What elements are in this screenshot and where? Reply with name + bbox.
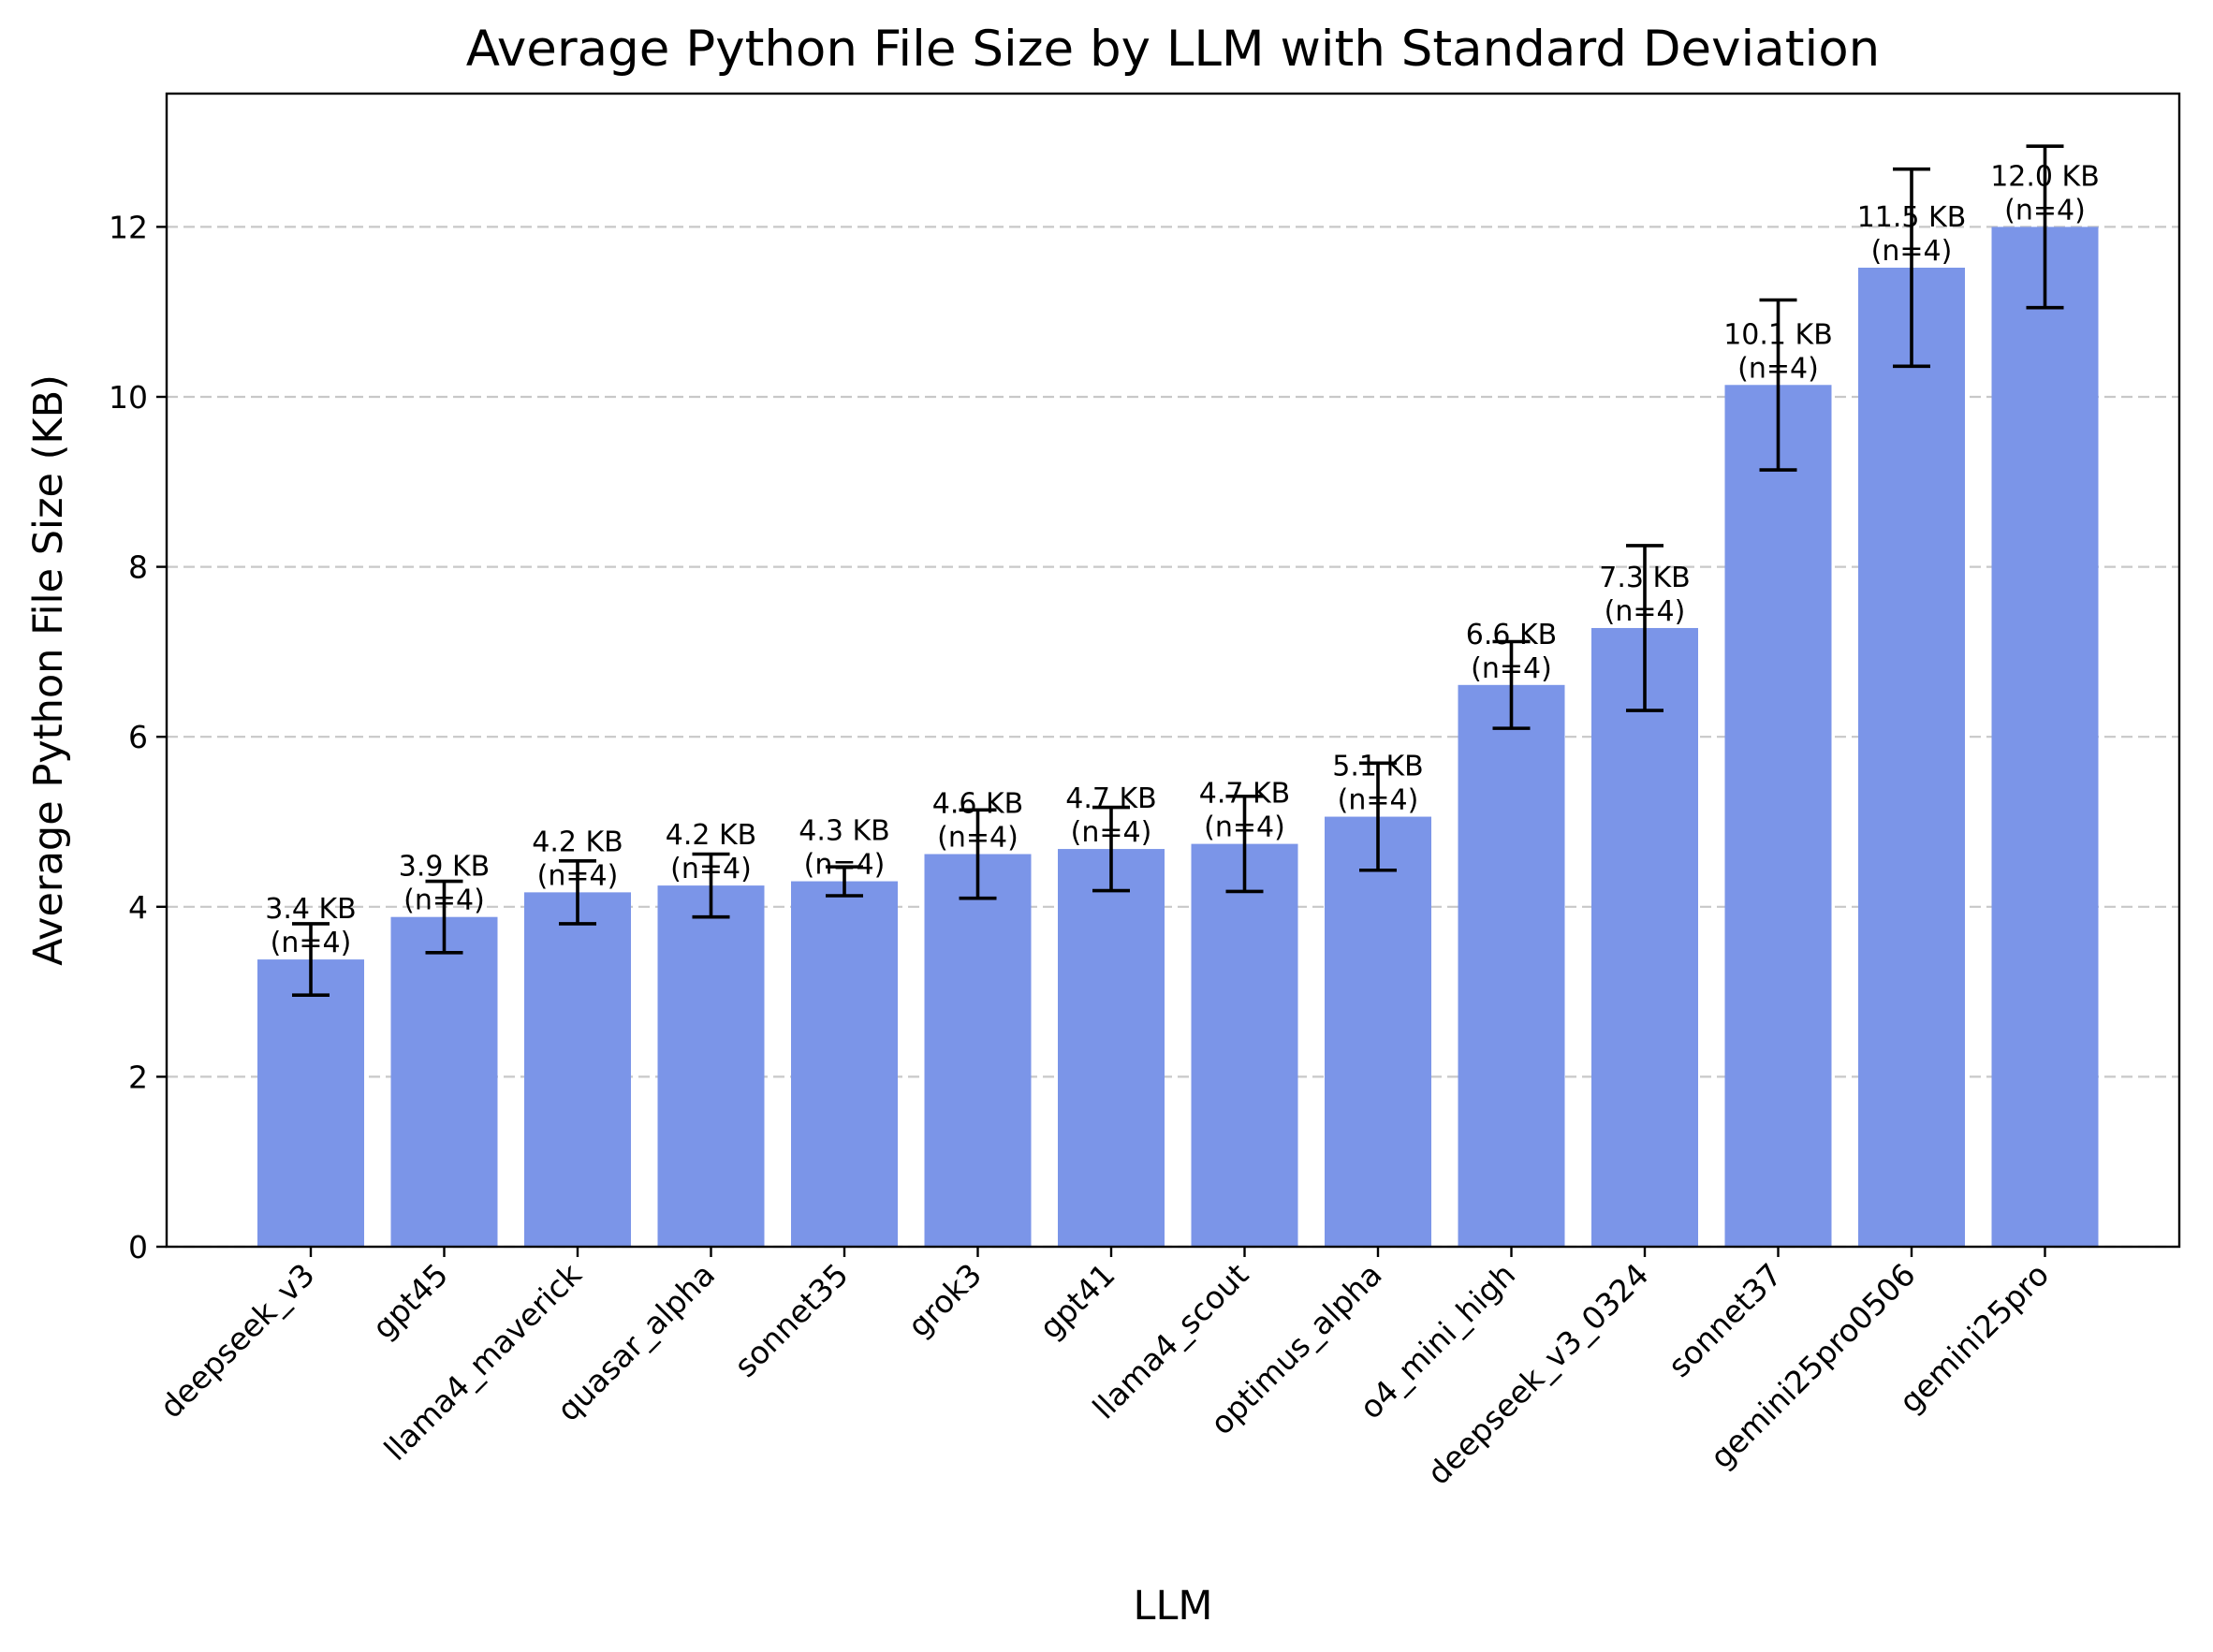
x-axis-label: LLM (1133, 1583, 1212, 1630)
bar-grok3 (924, 854, 1032, 1247)
data-label: 10.1 KB (n=4) (1723, 318, 1833, 385)
y-tick-label: 0 (128, 1229, 148, 1265)
y-tick-label: 10 (109, 379, 148, 416)
y-axis-label: Average Python File Size (KB) (25, 374, 72, 966)
data-label: 3.4 KB (n=4) (265, 893, 357, 959)
y-tick-label: 12 (109, 209, 148, 245)
y-tick-label: 6 (128, 719, 148, 755)
bar-gpt41 (1058, 849, 1165, 1247)
y-tick-label: 8 (128, 549, 148, 586)
plot-frame (165, 92, 2181, 1249)
data-label: 3.9 KB (n=4) (399, 851, 491, 917)
bar-gemini25pro0506 (1858, 267, 1965, 1247)
data-label: 5.1 KB (n=4) (1332, 751, 1424, 817)
y-tick-label: 2 (128, 1059, 148, 1095)
bar-deepseek-v3 (257, 959, 364, 1247)
data-label: 4.7 KB (n=4) (1199, 778, 1291, 844)
bars (257, 227, 2099, 1248)
data-label: 4.7 KB (n=4) (1065, 782, 1157, 849)
data-label: 12.0 KB (n=4) (1990, 160, 2100, 227)
data-label: 11.5 KB (n=4) (1857, 201, 1967, 268)
error-bars (292, 144, 2064, 998)
bar-o4-mini-high (1458, 684, 1565, 1247)
data-label: 4.2 KB (n=4) (532, 826, 623, 892)
data-labels: 3.4 KB (n=4) 3.9 KB (n=4) 4.2 KB (n=4) 4.2 KB(… (265, 160, 2100, 959)
data-label: 4.2 KB (n=4) (666, 819, 757, 885)
bar-llama4-scout (1191, 843, 1298, 1247)
bar-deepseek-v3-0324 (1591, 627, 1698, 1247)
data-label: 7.3 KB (n=4) (1599, 562, 1691, 628)
bar-sonnet35 (791, 881, 898, 1247)
bar-optimus-alpha (1325, 816, 1431, 1247)
chart-title: Average Python File Size by LLM with Sta… (466, 21, 1880, 78)
bar-gpt45 (390, 916, 498, 1247)
data-label: 4.6 KB (n=4) (932, 788, 1024, 855)
bar-gemini25pro (1991, 227, 2099, 1247)
bar-sonnet37 (1724, 385, 1832, 1248)
data-label: 4.3 KB (n=4) (799, 815, 890, 882)
bar-quasar-alpha (657, 885, 765, 1247)
y-axis-ticks: 0 2 4 6 8 10 12 (109, 209, 167, 1265)
bar-llama4-maverick (524, 892, 631, 1247)
data-label: 6.6 KB (n=4) (1466, 619, 1558, 685)
y-tick-label: 4 (128, 889, 148, 926)
